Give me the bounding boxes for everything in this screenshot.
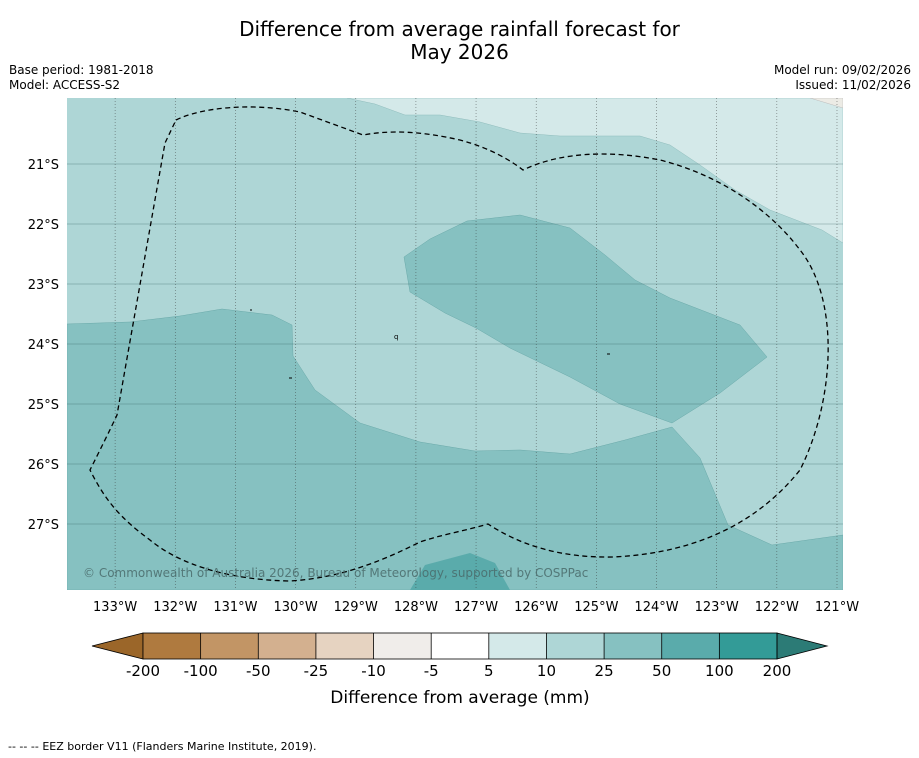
lon-tick-label: 122°W [755,600,799,615]
colorbar-tick-label: -50 [246,662,271,680]
eez-legend-text: EEZ border V11 (Flanders Marine Institut… [42,740,317,753]
lon-tick-label: 126°W [514,600,558,615]
title-line-2: May 2026 [410,40,509,64]
lon-tick-label: 121°W [815,600,859,615]
meta-left: Base period: 1981-2018 Model: ACCESS-S2 [9,63,154,93]
colorbar-tick-label: 200 [763,662,792,680]
title-line-1: Difference from average rainfall forecas… [239,17,680,41]
colorbar: -200 -100 -50 -25 -10 -5 5 10 25 50 100 200 [91,632,829,680]
zone-25-50-south [67,308,843,590]
colorbar-tick-label: 5 [484,662,494,680]
colorbar-tick-label: -5 [424,662,439,680]
lon-tick-label: 125°W [574,600,618,615]
lon-tick-label: 131°W [213,600,257,615]
colorbar-tick-label: 100 [705,662,734,680]
island-marker: q [394,333,398,341]
colorbar-tick-label: 25 [595,662,614,680]
lon-tick-label: 128°W [394,600,438,615]
colorbar-frame [142,632,778,660]
lon-tick-label: 132°W [153,600,197,615]
issued-date: Issued: 11/02/2026 [795,78,911,92]
colorbar-tick-label: -100 [184,662,218,680]
colorbar-segment [258,633,316,659]
footer-legend: -- -- -- EEZ border V11 (Flanders Marine… [8,740,316,753]
colorbar-tick-label: 50 [652,662,671,680]
lat-tick-label: 22°S [28,218,59,233]
colorbar-tick-label: -25 [304,662,329,680]
eez-border [89,106,829,582]
lon-tick-label: 127°W [454,600,498,615]
colorbar-segment [315,633,374,659]
gridlines [67,98,843,590]
colorbar-segment [661,633,720,659]
model-run: Model run: 09/02/2026 [773,63,911,77]
chart-title: Difference from average rainfall forecas… [0,18,919,64]
colorbar-extend-low [91,632,144,660]
lon-tick-label: 124°W [634,600,678,615]
base-period: Base period: 1981-2018 [9,63,154,77]
colorbar-segment [200,633,259,659]
colorbar-segment [143,633,201,659]
copyright-text: © Commonwealth of Australia 2026, Bureau… [83,566,588,580]
land-patch [809,98,843,109]
zone-50-100 [410,553,510,590]
lon-tick-label: 130°W [274,600,318,615]
colorbar-segment [373,633,432,659]
lon-tick-label: 133°W [93,600,137,615]
colorbar-tick-label: -10 [361,662,386,680]
colorbar-segment [546,633,605,659]
zone-5-10 [346,98,843,244]
lat-tick-label: 24°S [28,338,59,353]
meta-right: Model run: 09/02/2026 Issued: 11/02/2026 [774,63,911,93]
colorbar-segment [719,633,777,659]
lat-tick-label: 27°S [28,518,59,533]
colorbar-segment [488,633,547,659]
lat-tick-label: 21°S [28,158,59,173]
eez-legend-symbol: -- -- -- [8,740,39,753]
colorbar-label: Difference from average (mm) [330,688,589,708]
colorbar-segment [604,633,662,659]
colorbar-tick-label: -200 [126,662,160,680]
lon-tick-label: 129°W [334,600,378,615]
lat-tick-label: 25°S [28,398,59,413]
model-name: Model: ACCESS-S2 [9,78,121,92]
colorbar-extend-high [776,632,829,660]
lon-tick-label: 123°W [695,600,739,615]
tick-labels: 133°W 132°W 131°W 130°W 129°W 128°W 127°W 126°W… [28,158,860,615]
lat-tick-label: 23°S [28,278,59,293]
colorbar-tick-label: 10 [537,662,556,680]
zone-25-50-central [403,214,768,424]
colorbar-segment [431,633,489,659]
lat-tick-label: 26°S [28,458,59,473]
